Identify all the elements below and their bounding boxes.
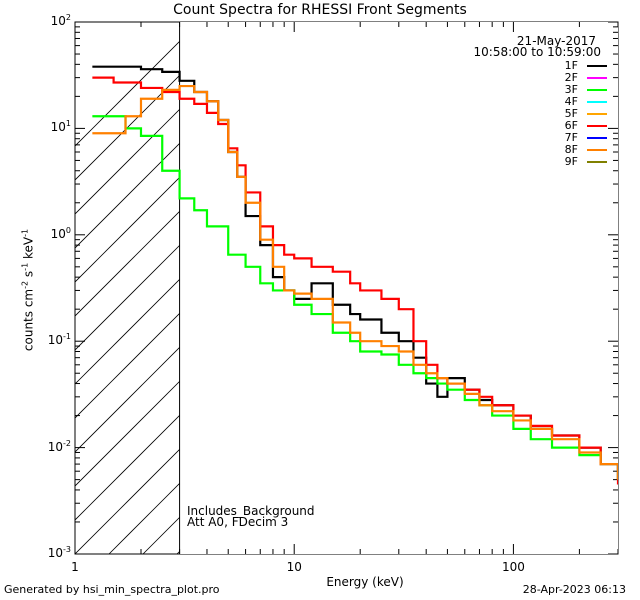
- hatch-line: [619, 4, 640, 554]
- axis-ticks: [74, 21, 619, 555]
- y-tick-label: 10-2: [47, 438, 71, 454]
- hatch-line: [75, 22, 200, 147]
- y-tick-label: 102: [50, 13, 71, 28]
- legend-label-8F: 8F: [564, 143, 578, 156]
- hatch-mask: [179, 22, 618, 554]
- y-label-exp2: -1: [20, 262, 30, 271]
- date-label: 21-May-2017: [516, 34, 596, 48]
- background-hatched-region: [75, 4, 640, 554]
- y-label-mid: s: [21, 270, 36, 281]
- footer-timestamp: 28-Apr-2023 06:13: [522, 583, 626, 596]
- legend-label-6F: 6F: [564, 119, 578, 132]
- legend-label-5F: 5F: [564, 107, 578, 120]
- x-tick-label: 100: [501, 560, 525, 574]
- hatch-line: [75, 22, 234, 181]
- annotation-attenuator: Att A0, FDecim 3: [187, 515, 289, 529]
- series-8F-line: [92, 84, 618, 480]
- chart-title: Count Spectra for RHESSI Front Segments: [173, 2, 467, 18]
- legend: [587, 65, 607, 163]
- series-3F-line: [92, 115, 618, 480]
- y-axis-label: counts cm-2 s-1 keV-1: [21, 229, 36, 351]
- y-tick-label: 101: [50, 119, 71, 135]
- legend-label-7F: 7F: [564, 131, 578, 144]
- legend-label-2F: 2F: [564, 71, 578, 84]
- legend-label-1F: 1F: [564, 59, 578, 72]
- x-tick-label: 1: [71, 560, 79, 574]
- x-tick-label: 10: [286, 560, 302, 574]
- series-6F-line: [92, 76, 618, 485]
- y-label-main: counts cm: [21, 288, 36, 352]
- y-label-unit: keV: [21, 236, 36, 263]
- spectra-series: [92, 65, 618, 485]
- y-label-exp3: -1: [20, 228, 30, 237]
- y-tick-label: 100: [50, 225, 71, 241]
- legend-label-4F: 4F: [564, 95, 578, 108]
- time-range-label: 10:58:00 to 10:59:00: [473, 45, 601, 59]
- x-axis-label: Energy (keV): [326, 575, 404, 589]
- y-tick-label: 10-1: [47, 332, 71, 348]
- y-tick-label: 10-3: [47, 545, 71, 560]
- legend-label-3F: 3F: [564, 83, 578, 96]
- y-label-exp1: -2: [20, 280, 30, 289]
- annotation-background: Includes_Background: [187, 504, 315, 518]
- footer-generated: Generated by hsi_min_spectra_plot.pro: [4, 583, 220, 596]
- legend-label-9F: 9F: [564, 155, 578, 168]
